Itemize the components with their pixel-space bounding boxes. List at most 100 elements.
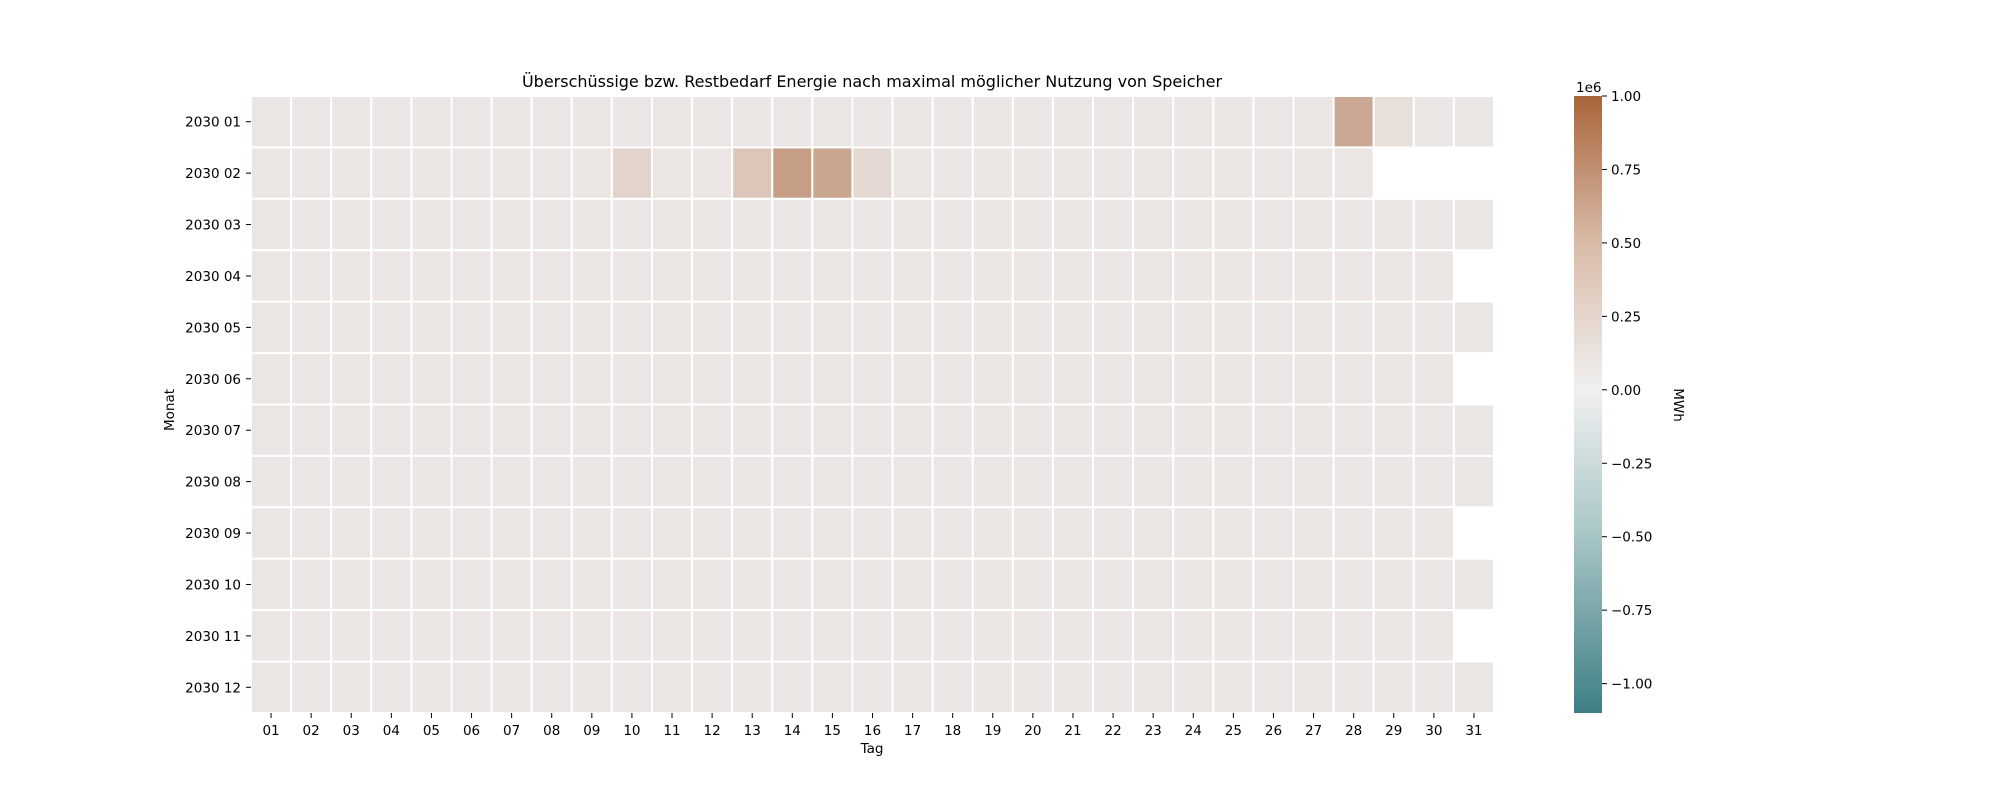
heatmap-cell [891, 249, 934, 303]
x-tick-label: 07 [503, 723, 520, 739]
heatmap-cell [1292, 609, 1335, 663]
heatmap-cell [1132, 95, 1175, 149]
heatmap-cell [891, 454, 934, 509]
colorbar-tick-label: 0.00 [1611, 383, 1641, 399]
heatmap-cell [931, 660, 974, 714]
heatmap-cell [250, 506, 293, 560]
heatmap-cell [971, 95, 1014, 149]
heatmap-cell [1092, 300, 1135, 355]
heatmap-cell [691, 609, 734, 663]
heatmap-cell [1172, 403, 1215, 457]
heatmap-cell [370, 95, 413, 149]
heatmap-cell [410, 95, 453, 149]
heatmap-cell [1212, 146, 1255, 200]
heatmap-cell [891, 609, 934, 663]
heatmap-cell [1212, 300, 1255, 355]
heatmap-cell [1412, 352, 1455, 406]
heatmap-cell [650, 557, 694, 612]
heatmap-cell [490, 249, 533, 303]
heatmap-cell [1372, 249, 1415, 303]
heatmap-cell [1172, 557, 1215, 612]
heatmap-cell [1372, 403, 1415, 457]
heatmap-cell [851, 300, 894, 355]
heatmap-cell [1332, 352, 1375, 406]
heatmap-cell [1332, 146, 1375, 200]
heatmap-cell [250, 403, 293, 457]
heatmap-cell [1051, 660, 1095, 714]
heatmap-cell [1252, 454, 1295, 509]
heatmap-cell [1011, 454, 1054, 509]
x-tick-label: 25 [1225, 723, 1242, 739]
heatmap-cell [450, 403, 493, 457]
heatmap-cell [610, 197, 653, 252]
heatmap-cell [490, 352, 533, 406]
y-tick-label: 2030 04 [185, 269, 241, 285]
heatmap-cell [1132, 660, 1175, 714]
heatmap-cell [771, 506, 814, 560]
heatmap-cell [1092, 403, 1135, 457]
heatmap-cell [1332, 609, 1375, 663]
x-axis-label: Tag [860, 741, 884, 757]
heatmap-cell [1292, 403, 1335, 457]
heatmap-cell [1332, 197, 1375, 252]
heatmap-cell [1212, 249, 1255, 303]
heatmap-cell [1292, 95, 1335, 149]
heatmap-cell [811, 454, 854, 509]
heatmap-cell [1412, 609, 1455, 663]
heatmap-cell [811, 352, 854, 406]
heatmap-cell [691, 352, 734, 406]
heatmap-cell [1092, 454, 1135, 509]
heatmap-cell [250, 300, 293, 355]
heatmap-cell [450, 557, 493, 612]
heatmap-cell [1292, 506, 1335, 560]
heatmap-cell [1051, 454, 1095, 509]
heatmap-cell [1412, 454, 1455, 509]
heatmap-cell [330, 197, 373, 252]
heatmap-cell [771, 557, 814, 612]
heatmap-cell [1011, 197, 1054, 252]
heatmap-cell [1252, 403, 1295, 457]
heatmap-cell [1292, 197, 1335, 252]
heatmap-cell [570, 352, 613, 406]
heatmap-cell [1051, 95, 1095, 149]
heatmap-cell [530, 352, 573, 406]
heatmap-cell [370, 660, 413, 714]
x-tick-label: 19 [984, 723, 1001, 739]
x-tick-label: 17 [904, 723, 921, 739]
heatmap-cell [290, 300, 333, 355]
heatmap-cell [1412, 300, 1455, 355]
heatmap-cell [450, 146, 493, 200]
colorbar-tick-label: −1.00 [1611, 677, 1652, 693]
heatmap-cell [1172, 197, 1215, 252]
heatmap-cell [1132, 609, 1175, 663]
heatmap-cell [691, 300, 734, 355]
heatmap-cell [1212, 95, 1255, 149]
heatmap-cell [650, 249, 694, 303]
heatmap-cell [450, 660, 493, 714]
heatmap-cell [1252, 609, 1295, 663]
heatmap-cell [370, 609, 413, 663]
heatmap-cell [691, 454, 734, 509]
colorbar-tick-label: −0.25 [1611, 456, 1652, 472]
x-tick-label: 29 [1385, 723, 1402, 739]
heatmap-cell [1292, 454, 1335, 509]
heatmap-cell [250, 660, 293, 714]
heatmap-cell [1011, 660, 1054, 714]
heatmap-cell [370, 352, 413, 406]
heatmap-cell [1092, 506, 1135, 560]
heatmap-cell [410, 352, 453, 406]
heatmap-cell [691, 95, 734, 149]
heatmap-cell [570, 95, 613, 149]
heatmap-cell [410, 403, 453, 457]
heatmap-cell [530, 454, 573, 509]
heatmap-cell [1212, 609, 1255, 663]
heatmap-cell [610, 506, 653, 560]
heatmap-cell [610, 300, 653, 355]
heatmap-cell [330, 609, 373, 663]
x-tick-label: 11 [663, 723, 680, 739]
heatmap-cell [1132, 557, 1175, 612]
heatmap-cell [931, 454, 974, 509]
x-tick-label: 06 [463, 723, 480, 739]
heatmap-cell [1212, 660, 1255, 714]
heatmap-cell [811, 249, 854, 303]
